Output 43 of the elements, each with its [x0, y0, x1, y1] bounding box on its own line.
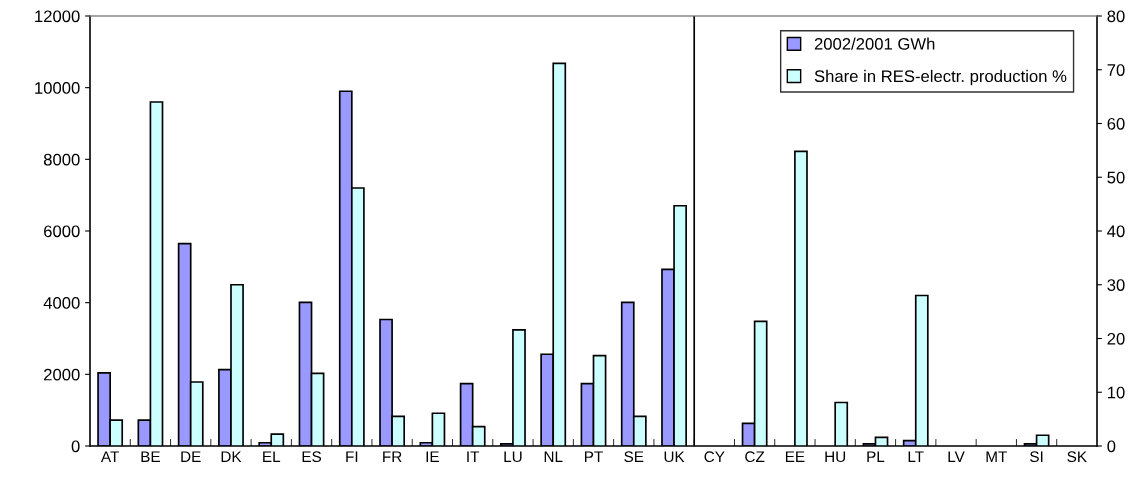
y2-tick-label: 20: [1107, 332, 1125, 345]
y2-tick-label: 70: [1107, 64, 1125, 76]
x-tick-label: PT: [584, 451, 603, 462]
x-tick-label: SI: [1030, 451, 1043, 463]
x-tick-label: AT: [100, 451, 119, 462]
x-tick-label: DK: [221, 451, 242, 462]
x-tick-label: IT: [467, 451, 480, 462]
x-tick-label: LV: [948, 451, 965, 462]
y-tick-label: 12000: [35, 10, 80, 23]
x-tick-label: FI: [346, 451, 358, 462]
x-tick-label: PL: [867, 451, 885, 462]
x-tick-label: BE: [141, 451, 160, 462]
y2-tick-label: 50: [1107, 171, 1125, 184]
x-tick-label: MT: [986, 451, 1007, 462]
x-tick-label: HU: [825, 451, 846, 463]
x-tick-label: EL: [263, 451, 281, 462]
y-tick-label: 6000: [44, 225, 80, 238]
x-tick-label: CY: [704, 451, 725, 463]
y2-tick-label: 10: [1107, 386, 1125, 399]
y2-tick-label: 30: [1107, 279, 1125, 291]
x-tick-label: SK: [1067, 451, 1087, 463]
y2-tick-label: 40: [1107, 225, 1125, 238]
x-tick-label: ES: [302, 451, 322, 463]
y2-tick-label: 80: [1107, 10, 1125, 23]
legend-label: Share in RES-electr. production %: [814, 69, 1067, 86]
y-tick-label: 8000: [43, 153, 80, 166]
y-tick-label: 10000: [35, 82, 80, 94]
x-tick-label: UK: [664, 451, 685, 463]
x-tick-label: SE: [624, 451, 644, 463]
x-tick-label: FR: [383, 451, 402, 462]
y2-tick-label: 0: [1107, 440, 1116, 453]
x-tick-label: LU: [504, 451, 522, 463]
x-tick-label: IE: [426, 451, 439, 462]
y-tick-label: 2000: [44, 368, 80, 381]
x-tick-label: DE: [181, 451, 201, 462]
y-tick-label: 4000: [43, 297, 80, 309]
y2-tick-label: 60: [1107, 117, 1125, 130]
x-tick-label: LT: [908, 451, 924, 462]
y-tick-label: 0: [71, 440, 80, 453]
legend-label: 2002/2001 GWh: [814, 37, 935, 50]
x-tick-label: NL: [544, 451, 563, 462]
x-tick-label: EE: [785, 451, 805, 462]
x-tick-label: CZ: [745, 451, 765, 463]
